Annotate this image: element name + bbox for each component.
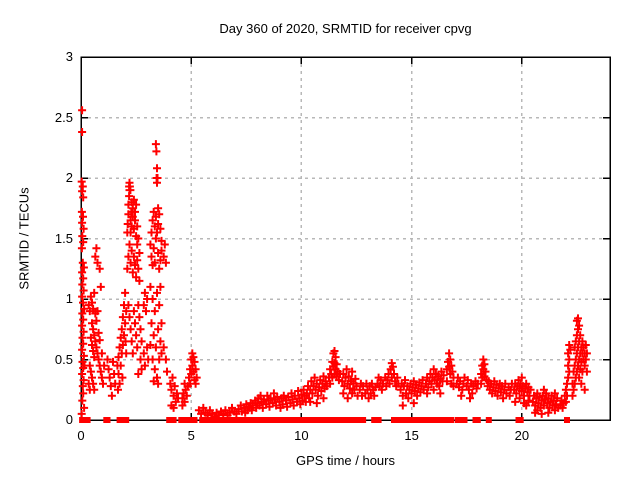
- y-tick-label: 3: [65, 49, 73, 64]
- x-tick-label: 0: [77, 428, 85, 443]
- data-point-markers: [77, 106, 591, 421]
- x-tick-label: 20: [514, 428, 530, 443]
- y-tick-label: 2.5: [54, 109, 73, 125]
- x-tick-label: 10: [294, 428, 309, 443]
- zero-value-markers: [79, 417, 570, 423]
- x-tick-label: 5: [187, 428, 195, 443]
- y-tick-label: 0: [65, 412, 73, 427]
- grid-lines: [81, 57, 610, 420]
- chart-title: Day 360 of 2020, SRMTID for receiver cpv…: [219, 21, 472, 36]
- y-tick-label: 2: [65, 170, 73, 185]
- x-axis-title: GPS time / hours: [296, 453, 395, 468]
- y-tick-label: 0.5: [54, 351, 73, 367]
- y-tick-label: 1: [65, 291, 73, 306]
- x-tick-label: 15: [404, 428, 419, 443]
- y-tick-label: 1.5: [54, 230, 73, 246]
